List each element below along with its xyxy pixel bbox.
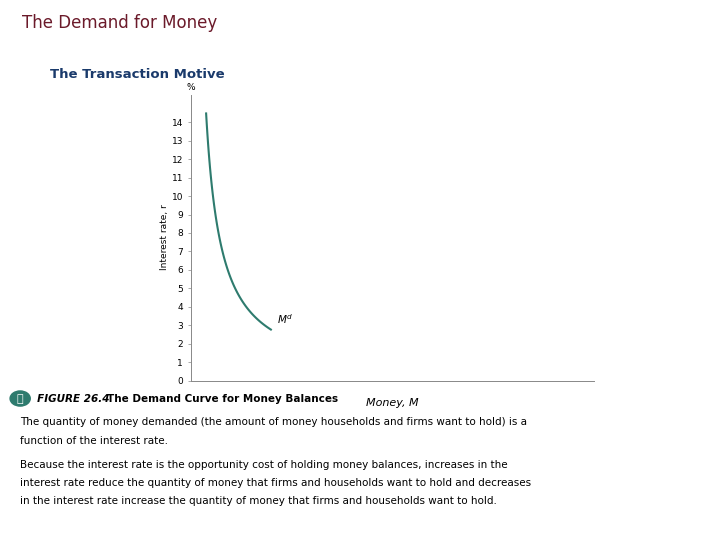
Text: $M^d$: $M^d$ bbox=[277, 312, 293, 326]
Text: Because the interest rate is the opportunity cost of holding money balances, inc: Because the interest rate is the opportu… bbox=[20, 460, 508, 470]
Text: The quantity of money demanded (the amount of money households and firms want to: The quantity of money demanded (the amou… bbox=[20, 417, 527, 428]
Text: The Demand Curve for Money Balances: The Demand Curve for Money Balances bbox=[107, 394, 338, 403]
Text: interest rate reduce the quantity of money that firms and households want to hol: interest rate reduce the quantity of mon… bbox=[20, 478, 531, 488]
Text: The Transaction Motive: The Transaction Motive bbox=[50, 68, 225, 80]
Y-axis label: Interest rate, r: Interest rate, r bbox=[160, 205, 169, 271]
Text: in the interest rate increase the quantity of money that firms and households wa: in the interest rate increase the quanti… bbox=[20, 496, 497, 507]
Text: %: % bbox=[186, 83, 195, 92]
Circle shape bbox=[10, 391, 30, 406]
Text: function of the interest rate.: function of the interest rate. bbox=[20, 436, 168, 446]
Text: Money, M: Money, M bbox=[366, 398, 419, 408]
Text: The Demand for Money: The Demand for Money bbox=[22, 14, 217, 31]
Text: ⓘ: ⓘ bbox=[17, 394, 24, 403]
Text: FIGURE 26.4: FIGURE 26.4 bbox=[35, 394, 114, 403]
